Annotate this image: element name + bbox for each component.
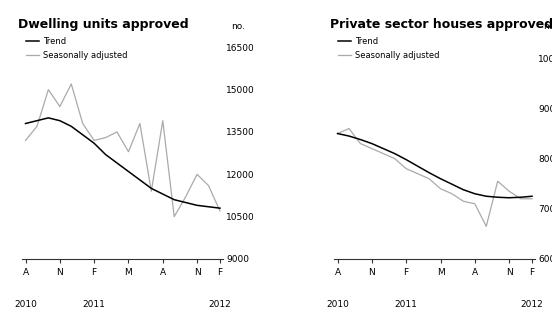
Text: 2011: 2011	[395, 299, 418, 309]
Legend: Trend, Seasonally adjusted: Trend, Seasonally adjusted	[338, 38, 439, 59]
Text: no.: no.	[231, 22, 246, 31]
Text: 2012: 2012	[209, 299, 231, 309]
Text: 2010: 2010	[14, 299, 37, 309]
Text: 2012: 2012	[521, 299, 543, 309]
Text: 2010: 2010	[326, 299, 349, 309]
Text: no.: no.	[544, 22, 552, 31]
Text: Dwelling units approved: Dwelling units approved	[18, 18, 189, 31]
Text: 2011: 2011	[83, 299, 105, 309]
Legend: Trend, Seasonally adjusted: Trend, Seasonally adjusted	[26, 38, 128, 59]
Text: Private sector houses approved: Private sector houses approved	[330, 18, 552, 31]
